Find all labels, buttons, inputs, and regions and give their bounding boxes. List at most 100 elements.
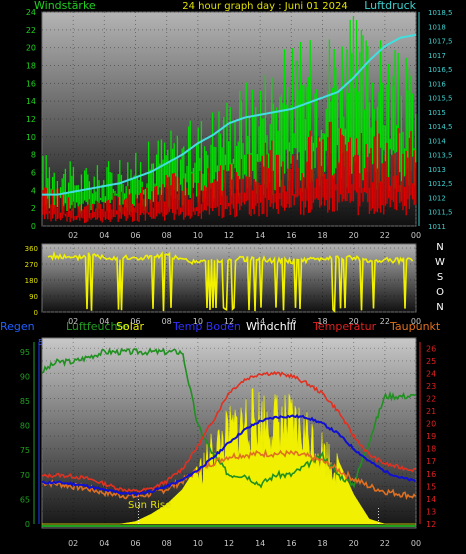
wind-tick-label: 2 <box>31 204 36 213</box>
direction-tick-label: 0 <box>34 309 38 317</box>
dewpoint-line <box>41 448 417 500</box>
temperature-tick-label: 15 <box>426 482 436 491</box>
x-tick-label: 20 <box>349 539 359 548</box>
humidity-tick-label: 80 <box>20 422 30 431</box>
pressure-tick-label: 1012 <box>428 194 446 202</box>
pressure-tick-label: 1014 <box>428 137 446 145</box>
x-tick-label: 02 <box>68 317 78 326</box>
wind-tick-label: 8 <box>31 151 36 160</box>
x-tick-label: 06 <box>130 317 140 326</box>
humidity-tick-label: 65 <box>20 495 30 504</box>
direction-tick-label: 180 <box>25 277 38 285</box>
temperature-tick-label: 14 <box>426 495 436 504</box>
pressure-tick-label: 1013 <box>428 166 446 174</box>
legend-temperatur: Temperatur <box>312 320 377 333</box>
temperature-tick-label: 20 <box>426 420 436 429</box>
pressure-tick-label: 1013,5 <box>428 152 453 160</box>
wind-axis-label: Windstärke <box>34 0 96 12</box>
pressure-tick-label: 1018 <box>428 23 446 31</box>
x-tick-label: 14 <box>255 317 265 326</box>
pressure-axis-label: Luftdruck <box>364 0 416 12</box>
x-tick-label: 00 <box>411 231 421 240</box>
panel2-background <box>41 243 417 313</box>
wind-tick-label: 10 <box>26 133 36 142</box>
x-tick-label: 10 <box>193 231 203 240</box>
pressure-tick-label: 1016,5 <box>428 66 453 74</box>
direction-tick-label: 360 <box>25 245 38 253</box>
x-tick-label: 02 <box>68 539 78 548</box>
humidity-tick-label: 95 <box>20 348 30 357</box>
x-tick-label: 04 <box>99 231 109 240</box>
legend-solar: Solar <box>116 320 145 333</box>
x-tick-label: 12 <box>224 231 234 240</box>
wind-tick-label: 18 <box>26 62 36 71</box>
compass-label: W <box>435 257 445 268</box>
temperature-line <box>41 370 416 493</box>
wind-tick-label: 16 <box>26 79 36 88</box>
compass-label: S <box>437 272 443 283</box>
pressure-line <box>42 33 417 196</box>
x-tick-label: 16 <box>286 231 296 240</box>
wind-direction-line <box>47 250 414 313</box>
x-tick-label: 18 <box>317 317 327 326</box>
compass-label: N <box>436 302 443 313</box>
temperature-tick-label: 24 <box>426 369 436 378</box>
temperature-tick-label: 25 <box>426 357 436 366</box>
pressure-tick-label: 1014,5 <box>428 123 453 131</box>
humidity-tick-label: 75 <box>20 446 30 455</box>
x-tick-label: 08 <box>162 231 172 240</box>
x-tick-label: 08 <box>162 317 172 326</box>
blue-axis-tick: 5 <box>38 338 43 347</box>
sunrise-label: Sun Rise <box>128 500 171 511</box>
humidity-tick-label: 85 <box>20 397 30 406</box>
direction-tick-label: 90 <box>29 293 38 301</box>
temperature-tick-label: 16 <box>426 470 436 479</box>
x-tick-label: 08 <box>162 539 172 548</box>
x-tick-label: 04 <box>99 539 109 548</box>
x-tick-label: 00 <box>411 539 421 548</box>
x-tick-label: 20 <box>349 231 359 240</box>
x-tick-label: 18 <box>317 231 327 240</box>
humidity-tick-label: 0 <box>25 520 30 529</box>
legend-taupunkt: Taupunkt <box>389 320 441 333</box>
humidity-tick-label: 90 <box>20 372 30 381</box>
temp-boden-line <box>41 413 417 497</box>
pressure-tick-label: 1011,5 <box>428 209 453 217</box>
legend-temp-boden: Temp Boden <box>172 320 241 333</box>
temperature-tick-label: 18 <box>426 445 436 454</box>
direction-tick-label: 270 <box>25 261 38 269</box>
temperature-tick-label: 12 <box>426 520 436 529</box>
temperature-tick-label: 22 <box>426 394 436 403</box>
humidity-tick-label: 70 <box>20 471 30 480</box>
x-tick-label: 16 <box>286 317 296 326</box>
wind-tick-label: 20 <box>26 44 36 53</box>
pressure-tick-label: 1015,5 <box>428 95 453 103</box>
temperature-tick-label: 21 <box>426 407 436 416</box>
pressure-tick-label: 1012,5 <box>428 180 453 188</box>
x-tick-label: 14 <box>255 231 265 240</box>
pressure-tick-label: 1016 <box>428 80 446 88</box>
panel1-title: 24 hour graph day : Juni 01 2024 <box>182 1 348 12</box>
humidity-line <box>41 347 416 489</box>
x-tick-label: 22 <box>380 539 390 548</box>
pressure-tick-label: 1017 <box>428 52 446 60</box>
x-tick-label: 04 <box>99 317 109 326</box>
x-tick-label: 14 <box>255 539 265 548</box>
x-tick-label: 22 <box>380 231 390 240</box>
wind-tick-label: 24 <box>26 8 36 17</box>
wind-tick-label: 14 <box>26 97 36 106</box>
x-tick-label: 06 <box>130 539 140 548</box>
x-tick-label: 18 <box>317 539 327 548</box>
x-tick-label: 00 <box>411 317 421 326</box>
wind-tick-label: 0 <box>31 222 36 231</box>
x-tick-label: 12 <box>224 539 234 548</box>
temperature-tick-label: 19 <box>426 432 436 441</box>
pressure-tick-label: 1017,5 <box>428 38 453 46</box>
temperature-tick-label: 17 <box>426 457 436 466</box>
wind-tick-label: 6 <box>31 169 36 178</box>
compass-label: O <box>436 287 444 298</box>
temperature-tick-label: 26 <box>426 344 436 353</box>
x-tick-label: 20 <box>349 317 359 326</box>
pressure-tick-label: 1018,5 <box>428 9 453 17</box>
